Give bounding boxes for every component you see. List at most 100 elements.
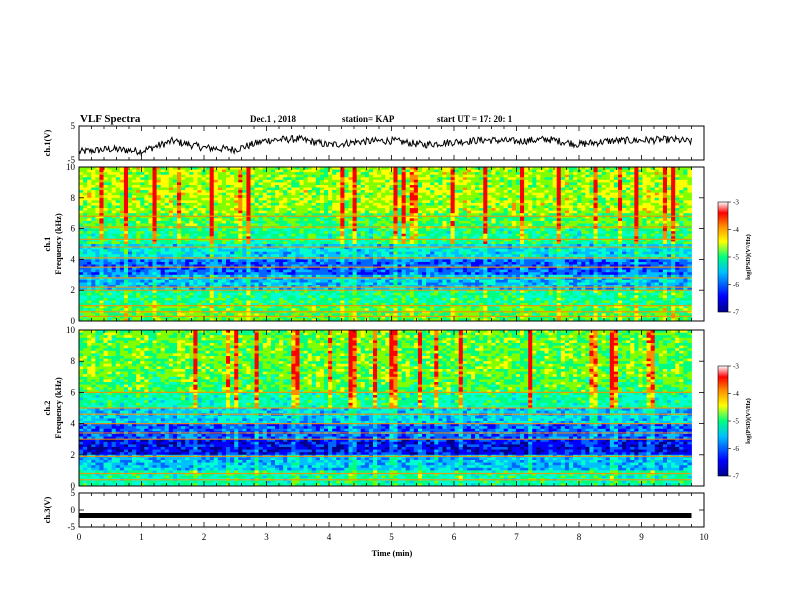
heatmap-cell bbox=[206, 172, 210, 175]
heatmap-cell bbox=[308, 175, 312, 178]
heatmap-cell bbox=[475, 172, 479, 175]
heatmap-cell bbox=[165, 249, 169, 252]
heatmap-cell bbox=[271, 180, 275, 183]
heatmap-cell bbox=[402, 211, 406, 214]
heatmap-cell bbox=[577, 200, 581, 203]
heatmap-cell bbox=[193, 223, 197, 226]
heatmap-cell bbox=[295, 175, 299, 178]
heatmap-cell bbox=[638, 180, 642, 183]
heatmap-cell bbox=[447, 203, 451, 206]
heatmap-cell bbox=[414, 223, 418, 226]
heatmap-cell bbox=[647, 170, 651, 173]
heatmap-cell bbox=[242, 193, 246, 196]
heatmap-cell bbox=[316, 172, 320, 175]
heatmap-cell bbox=[524, 193, 528, 196]
heatmap-cell bbox=[487, 218, 491, 221]
heatmap-cell bbox=[91, 211, 95, 214]
heatmap-cell bbox=[594, 195, 598, 198]
heatmap-cell bbox=[365, 193, 369, 196]
heatmap-cell bbox=[324, 208, 328, 211]
heatmap-cell bbox=[259, 231, 263, 234]
heatmap-cell bbox=[442, 208, 446, 211]
heatmap-cell bbox=[606, 231, 610, 234]
heatmap-cell bbox=[173, 206, 177, 209]
heatmap-cell bbox=[659, 198, 663, 201]
heatmap-cell bbox=[398, 170, 402, 173]
heatmap-cell bbox=[606, 177, 610, 180]
heatmap-cell bbox=[655, 182, 659, 185]
heatmap-cell bbox=[104, 200, 108, 203]
heatmap-cell bbox=[438, 170, 442, 173]
heatmap-cell bbox=[202, 211, 206, 214]
heatmap-cell bbox=[553, 218, 557, 221]
heatmap-cell bbox=[549, 175, 553, 178]
heatmap-cell bbox=[602, 185, 606, 188]
heatmap-cell bbox=[87, 180, 91, 183]
heatmap-cell bbox=[242, 188, 246, 191]
heatmap-cell bbox=[528, 190, 532, 193]
heatmap-cell bbox=[634, 172, 638, 175]
heatmap-cell bbox=[332, 223, 336, 226]
heatmap-cell bbox=[295, 203, 299, 206]
heatmap-cell bbox=[128, 221, 132, 224]
heatmap-cell bbox=[83, 206, 87, 209]
heatmap-cell bbox=[659, 172, 663, 175]
heatmap-cell bbox=[108, 188, 112, 191]
heatmap-cell bbox=[610, 180, 614, 183]
heatmap-cell bbox=[173, 190, 177, 193]
heatmap-cell bbox=[189, 249, 193, 252]
heatmap-cell bbox=[545, 195, 549, 198]
heatmap-cell bbox=[398, 234, 402, 237]
heatmap-cell bbox=[238, 188, 242, 191]
heatmap-cell bbox=[344, 231, 348, 234]
heatmap-cell bbox=[259, 218, 263, 221]
heatmap-cell bbox=[263, 241, 267, 244]
heatmap-cell bbox=[238, 208, 242, 211]
heatmap-cell bbox=[475, 190, 479, 193]
heatmap-cell bbox=[275, 185, 279, 188]
heatmap-cell bbox=[283, 188, 287, 191]
heatmap-cell bbox=[312, 193, 316, 196]
heatmap-cell bbox=[581, 175, 585, 178]
heatmap-cell bbox=[181, 218, 185, 221]
heatmap-cell bbox=[312, 218, 316, 221]
heatmap-cell bbox=[516, 211, 520, 214]
heatmap-cell bbox=[377, 188, 381, 191]
heatmap-cell bbox=[467, 208, 471, 211]
heatmap-cell bbox=[500, 180, 504, 183]
heatmap-cell bbox=[377, 193, 381, 196]
heatmap-cell bbox=[255, 221, 259, 224]
heatmap-cell bbox=[189, 231, 193, 234]
heatmap-cell bbox=[663, 206, 667, 209]
heatmap-cell bbox=[553, 223, 557, 226]
heatmap-cell bbox=[340, 195, 344, 198]
heatmap-cell bbox=[508, 221, 512, 224]
heatmap-cell bbox=[540, 188, 544, 191]
heatmap-cell bbox=[516, 221, 520, 224]
heatmap-cell bbox=[487, 180, 491, 183]
heatmap-cell bbox=[246, 193, 250, 196]
heatmap-cell bbox=[500, 195, 504, 198]
ch1-waveform-series-line bbox=[79, 136, 692, 155]
heatmap-cell bbox=[398, 221, 402, 224]
heatmap-cell bbox=[487, 182, 491, 185]
heatmap-cell bbox=[451, 190, 455, 193]
heatmap-cell bbox=[422, 193, 426, 196]
heatmap-cell bbox=[312, 234, 316, 237]
heatmap-cell bbox=[573, 206, 577, 209]
heatmap-cell bbox=[271, 203, 275, 206]
heatmap-cell bbox=[124, 182, 128, 185]
heatmap-cell bbox=[569, 190, 573, 193]
heatmap-cell bbox=[197, 180, 201, 183]
heatmap-cell bbox=[410, 231, 414, 234]
heatmap-cell bbox=[622, 206, 626, 209]
heatmap-cell bbox=[667, 229, 671, 232]
heatmap-cell bbox=[173, 177, 177, 180]
heatmap-cell bbox=[304, 195, 308, 198]
heatmap-cell bbox=[512, 188, 516, 191]
heatmap-cell bbox=[361, 198, 365, 201]
heatmap-cell bbox=[99, 223, 103, 226]
heatmap-cell bbox=[336, 193, 340, 196]
heatmap-cell bbox=[659, 200, 663, 203]
heatmap-cell bbox=[536, 182, 540, 185]
